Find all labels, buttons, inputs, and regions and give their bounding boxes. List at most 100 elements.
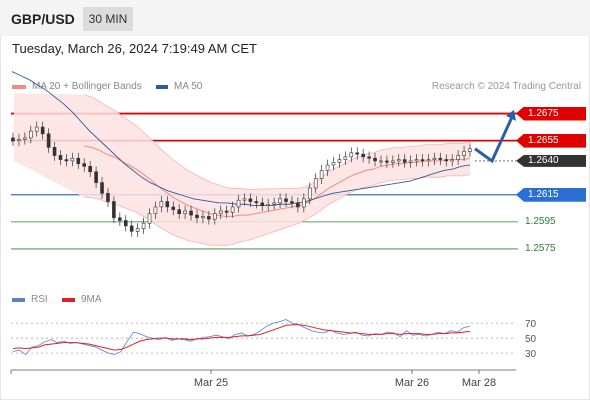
candle-body [34,126,39,132]
candle-body [408,160,413,163]
candle-body [112,201,116,219]
candle-body [135,228,140,232]
candle-body [11,137,15,141]
forecast-arrowhead-icon [506,109,516,121]
candle-body [450,159,454,162]
candle-body [218,210,223,215]
candle-body [373,157,377,162]
currency-pair-title: GBP/USD [11,11,75,27]
candle-body [23,137,27,140]
candle-body [189,210,193,216]
candle-body [40,126,45,135]
candle-body [438,157,443,160]
candle-body [147,213,152,224]
level-label-resistance: 1.2655 [516,133,586,148]
candle-body [367,156,371,159]
legend-label: MA 20 + Bollinger Bands [32,81,142,92]
level-label-resistance: 1.2675 [516,106,586,121]
candle-body [266,203,271,206]
candle-body [230,206,235,213]
legend-label: 9MA [81,294,102,305]
research-credit: Research © 2024 Trading Central [431,81,581,92]
candle-body [343,156,348,160]
ma20-line [84,145,471,217]
candle-body [224,210,229,213]
timeframe-button[interactable]: 30 MIN [83,7,133,31]
candle-body [207,216,211,220]
candle-body [129,225,134,232]
candle-body [165,201,170,208]
forecast-arrow [474,114,515,164]
candle-body [76,157,81,164]
candle-body [313,178,318,189]
candle-body [385,160,389,163]
candle-body [420,159,425,162]
bollinger-upper-line [84,94,471,190]
legend-label: MA 50 [174,81,203,92]
candle-body [195,214,199,219]
candle-body [141,222,146,229]
candle-body [325,164,330,171]
candle-body [106,193,110,202]
candle-body [153,206,158,215]
candle-body [402,159,407,163]
candle-body [355,152,360,155]
rsi-line [12,318,471,356]
candle-body [444,159,449,162]
candle-body [307,187,312,200]
ma50-line [11,71,471,207]
candle-body [337,159,342,163]
candle-body [379,160,383,163]
candle-body [284,198,288,202]
candle-body [391,160,395,163]
candle-body [29,130,33,139]
candle-body [82,163,87,167]
chart-timestamp: Tuesday, March 26, 2024 7:19:49 AM CET [12,41,257,56]
candle-body [432,157,437,160]
candle-body [123,220,128,227]
legend-ma20-bollinger: MA 20 + Bollinger Bands [12,81,142,92]
candle-body [94,171,98,183]
candle-body [331,161,336,166]
candle-body [361,153,365,158]
candle-body [17,138,21,141]
candle-body [468,148,472,152]
candle-body [171,206,176,210]
candle-body [302,198,306,208]
candle-body [319,170,324,179]
level-label-support: 1.2575 [525,242,556,254]
candle-body [254,201,259,204]
rsi-tick-label: 30 [525,349,537,360]
candle-body [272,202,276,205]
candle-body [236,199,241,208]
chart-header: GBP/USD 30 MIN [0,0,590,36]
candle-body [159,201,164,208]
candle-body [118,217,122,221]
ma20-swatch-icon [12,84,26,89]
ma9-swatch-icon [62,297,75,302]
candle-body [201,216,205,219]
candle-body [260,202,265,206]
candle-body [242,198,247,201]
rsi-ma9-line [12,324,471,351]
legend-label: RSI [31,294,48,305]
candle-body [52,147,57,156]
candle-body [58,155,63,160]
rsi-swatch-icon [12,297,25,302]
candle-body [212,213,217,220]
candle-body [100,182,104,194]
x-axis-label: Mar 25 [194,377,228,389]
ma50-swatch-icon [156,84,168,89]
candle-body [248,198,253,202]
bollinger-band-area [14,93,470,246]
candle-body [349,152,354,158]
candle-body [426,159,431,162]
candle-body [177,209,181,215]
rsi-tick-label: 70 [525,319,537,330]
level-label-support: 1.2595 [525,215,556,227]
candle-body [183,210,187,215]
candle-body [64,159,69,162]
x-axis-label: Mar 26 [395,377,429,389]
legend-rsi: RSI [12,294,48,305]
